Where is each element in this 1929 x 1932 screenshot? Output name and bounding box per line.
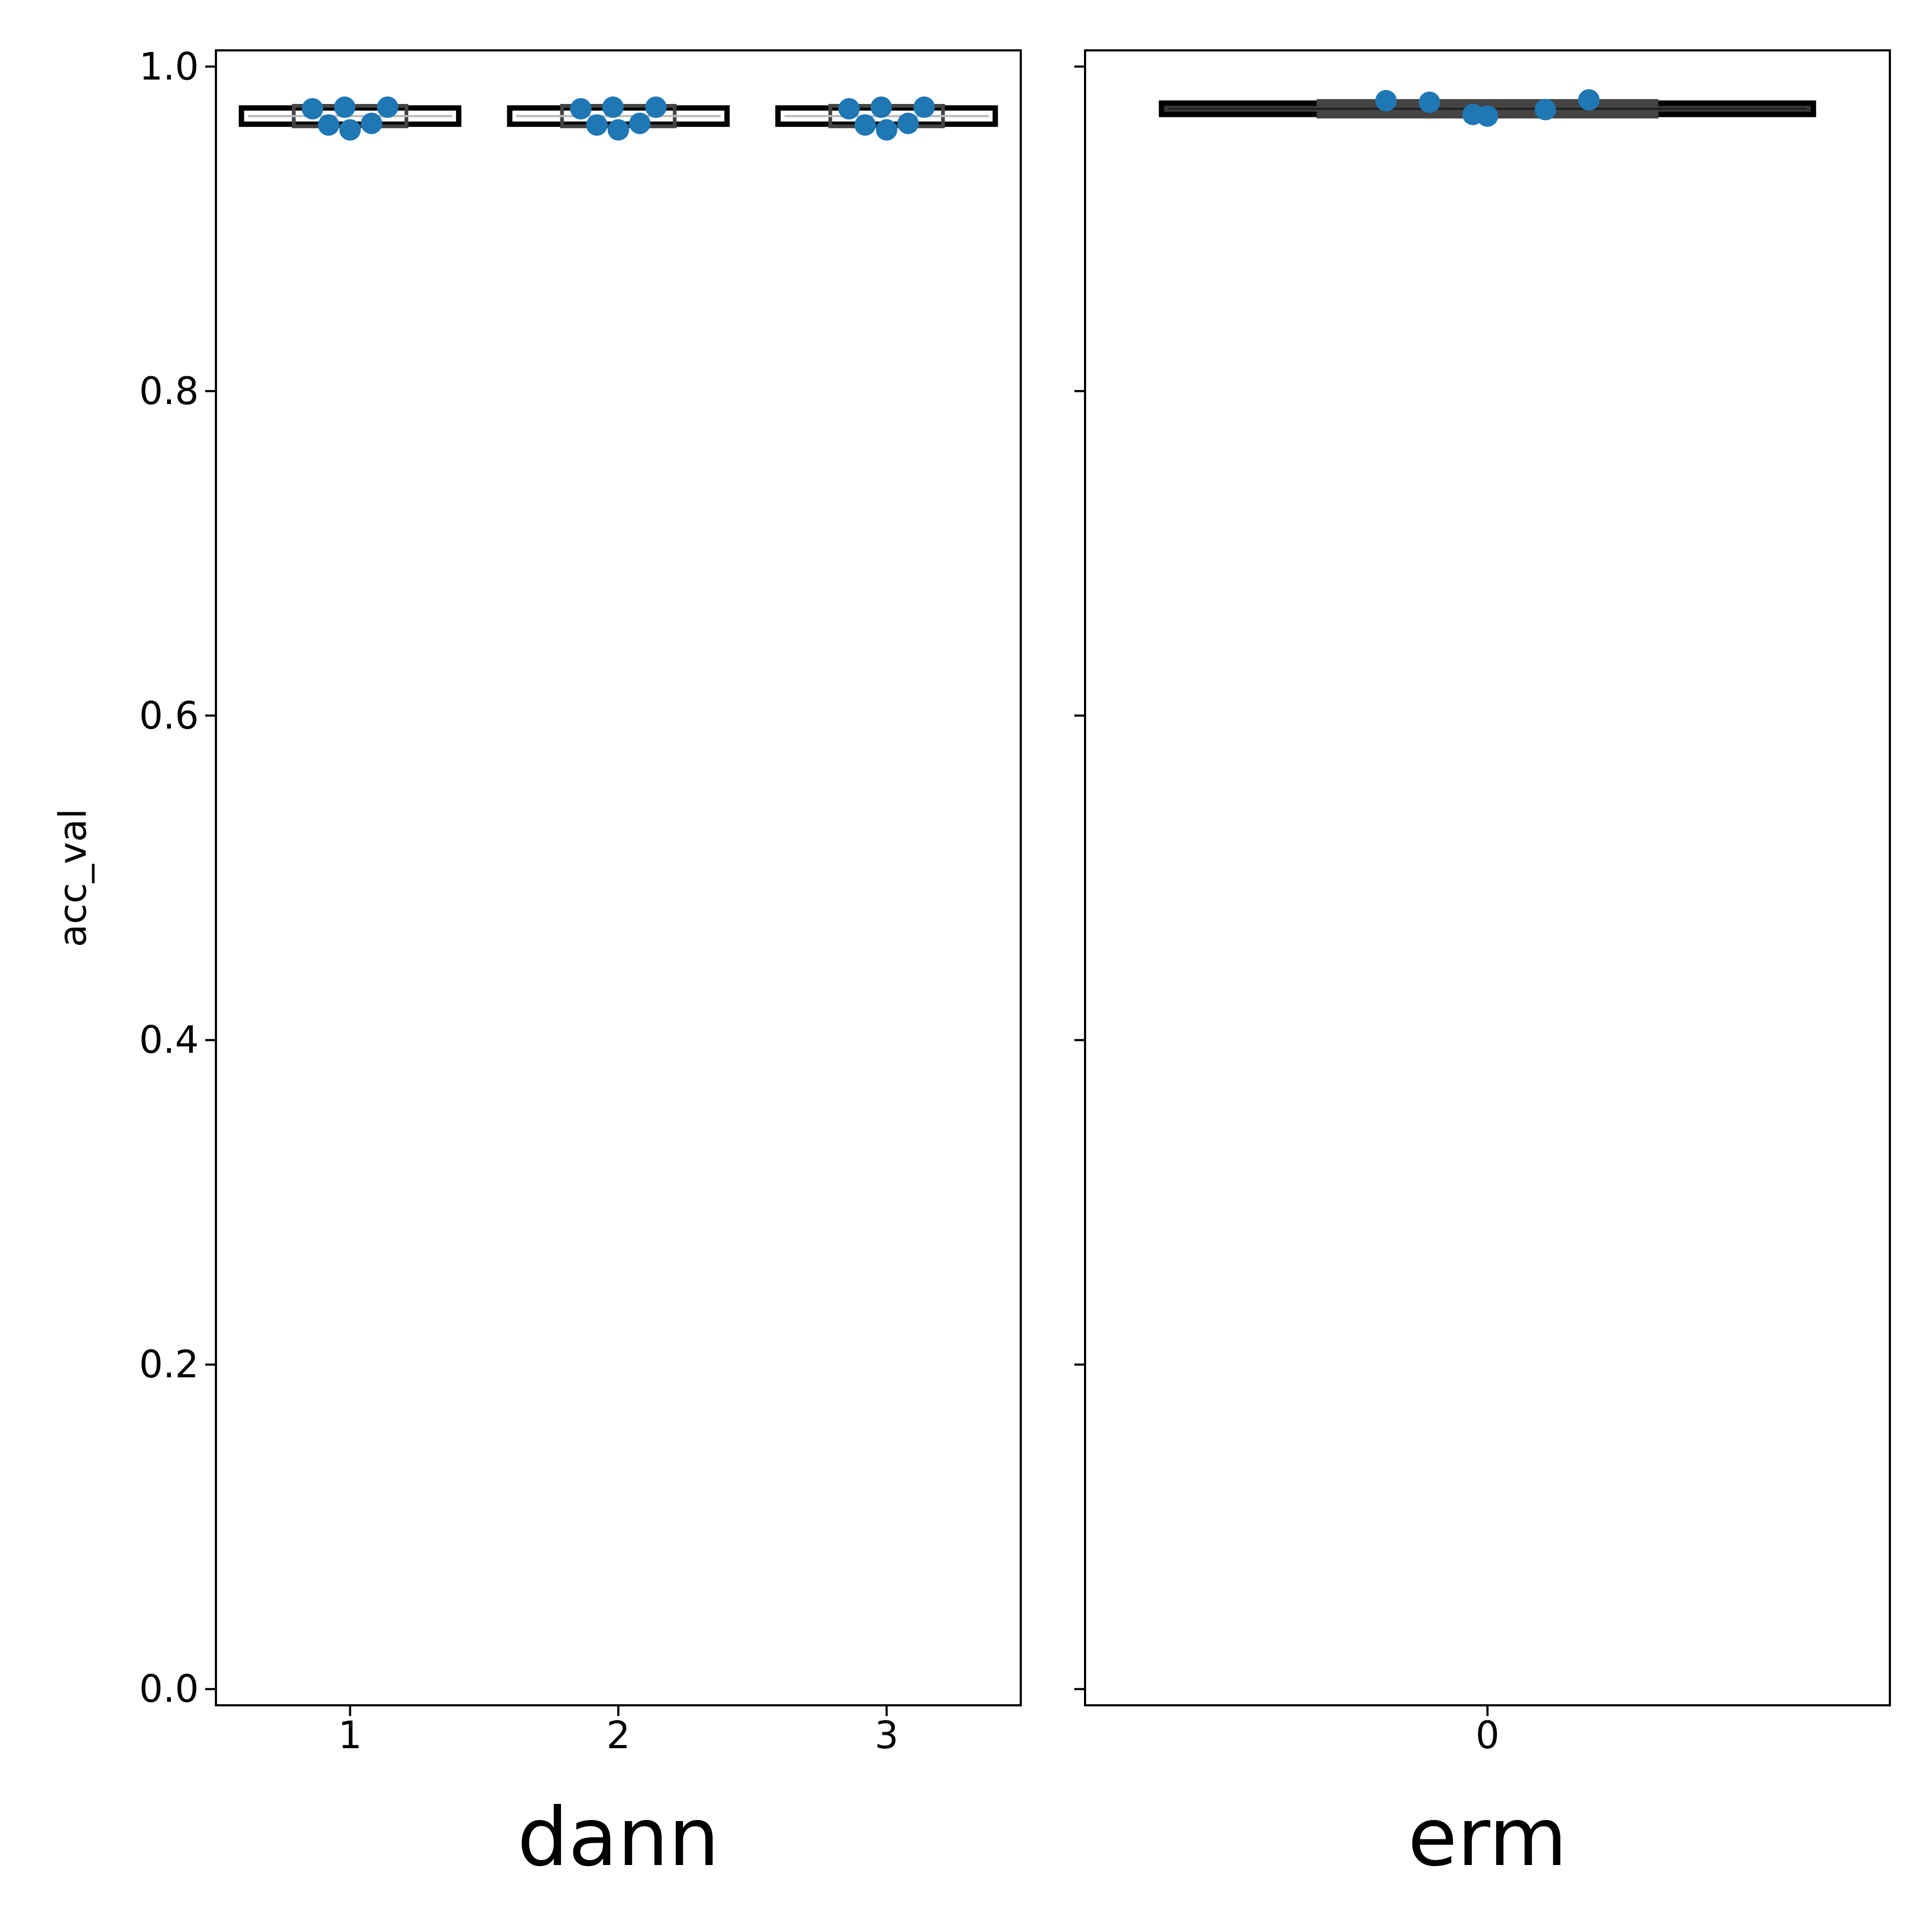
y-tick-label: 0.6 — [139, 693, 199, 737]
y-tick-label: 1.0 — [139, 44, 199, 88]
x-tick-label: 0 — [1476, 1713, 1500, 1757]
data-point-dann-2-0 — [570, 98, 592, 120]
x-tick-label: 2 — [607, 1713, 631, 1757]
y-tick-label: 0.4 — [139, 1018, 199, 1062]
data-point-erm-0-3 — [1477, 106, 1498, 127]
data-point-dann-1-5 — [377, 96, 398, 118]
data-point-dann-1-3 — [339, 119, 361, 140]
data-point-erm-0-0 — [1375, 90, 1397, 111]
x-tick-label: 3 — [874, 1713, 899, 1757]
data-point-dann-3-3 — [876, 119, 898, 140]
data-point-dann-1-4 — [361, 113, 382, 134]
data-point-erm-0-4 — [1535, 99, 1556, 121]
y-tick-label: 0.2 — [139, 1342, 199, 1386]
data-point-erm-0-1 — [1419, 92, 1440, 113]
x-axis-label: dann — [517, 1791, 719, 1884]
data-point-dann-2-1 — [586, 114, 608, 136]
data-point-dann-3-1 — [855, 114, 876, 136]
y-tick-label: 0.0 — [139, 1667, 199, 1711]
data-point-dann-1-1 — [318, 114, 339, 136]
data-point-dann-3-5 — [914, 96, 935, 118]
plot-frame-erm — [1085, 50, 1890, 1705]
data-point-erm-0-5 — [1578, 89, 1599, 110]
y-tick-label: 0.8 — [139, 369, 199, 413]
data-point-dann-3-4 — [898, 113, 919, 134]
data-point-dann-2-4 — [629, 113, 651, 134]
y-axis-label: acc_val — [51, 809, 95, 948]
plot-frame-dann — [216, 50, 1021, 1705]
data-point-dann-2-2 — [602, 96, 624, 118]
data-point-dann-2-5 — [645, 96, 667, 118]
x-axis-label: erm — [1408, 1791, 1567, 1884]
data-point-dann-2-3 — [608, 119, 629, 140]
data-point-dann-3-0 — [839, 98, 860, 120]
data-point-dann-3-2 — [871, 96, 892, 118]
data-point-dann-1-0 — [302, 98, 323, 120]
x-tick-label: 1 — [338, 1713, 362, 1757]
data-point-dann-1-2 — [334, 96, 355, 118]
